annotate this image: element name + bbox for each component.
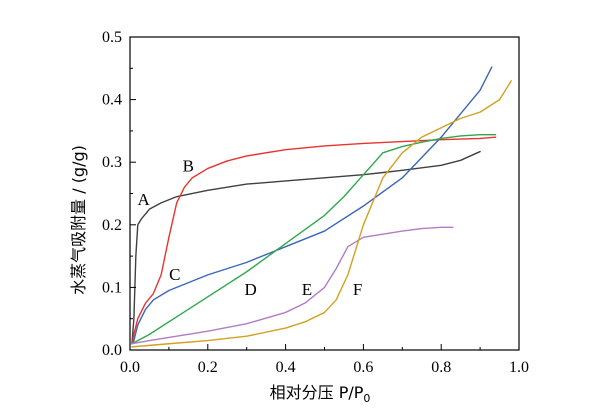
- plot-area: [129, 36, 520, 351]
- series-line-b: [131, 136, 497, 345]
- annotation-layer: A B C D E F: [137, 157, 362, 299]
- x-tick-label: 1.0: [509, 359, 529, 376]
- x-tick-label: 0.6: [353, 359, 373, 376]
- x-tick-label: 0.0: [120, 359, 140, 376]
- x-axis-label-subscript: 0: [363, 392, 370, 405]
- x-axis-label-main: 相对分压 P/P: [270, 383, 364, 402]
- curve-label-e: E: [302, 280, 312, 299]
- x-axis-label: 相对分压 P/P0: [270, 383, 371, 405]
- series-line-e: [131, 226, 454, 345]
- series-line-f: [131, 80, 512, 348]
- series-layer: [131, 66, 512, 348]
- series-line-c: [131, 66, 493, 345]
- y-tick-label: 0.3: [102, 154, 122, 171]
- y-tick-label: 0.5: [102, 29, 122, 46]
- series-line-a: [131, 150, 481, 345]
- axes-layer: 0.0 0.2 0.4 0.6 0.8 1.0 0.0 0.1 0.2 0.3 0.4 0.5: [102, 29, 529, 376]
- curve-label-f: F: [353, 280, 362, 299]
- y-tick-label: 0.4: [102, 92, 122, 109]
- curve-label-b: B: [183, 157, 194, 176]
- curve-label-d: D: [244, 280, 256, 299]
- series-line-d: [131, 133, 497, 345]
- y-axis-label: 水蒸气吸附量 / (g/g): [69, 145, 88, 295]
- y-tick-label: 0.0: [102, 342, 122, 359]
- plot-frame: [129, 36, 520, 351]
- y-tick-label: 0.1: [102, 279, 122, 296]
- curve-label-a: A: [137, 190, 150, 209]
- y-tick-label: 0.2: [102, 217, 122, 234]
- x-tick-label: 0.4: [276, 359, 296, 376]
- x-tick-label: 0.8: [431, 359, 451, 376]
- x-tick-label: 0.2: [198, 359, 218, 376]
- curve-label-c: C: [169, 265, 180, 284]
